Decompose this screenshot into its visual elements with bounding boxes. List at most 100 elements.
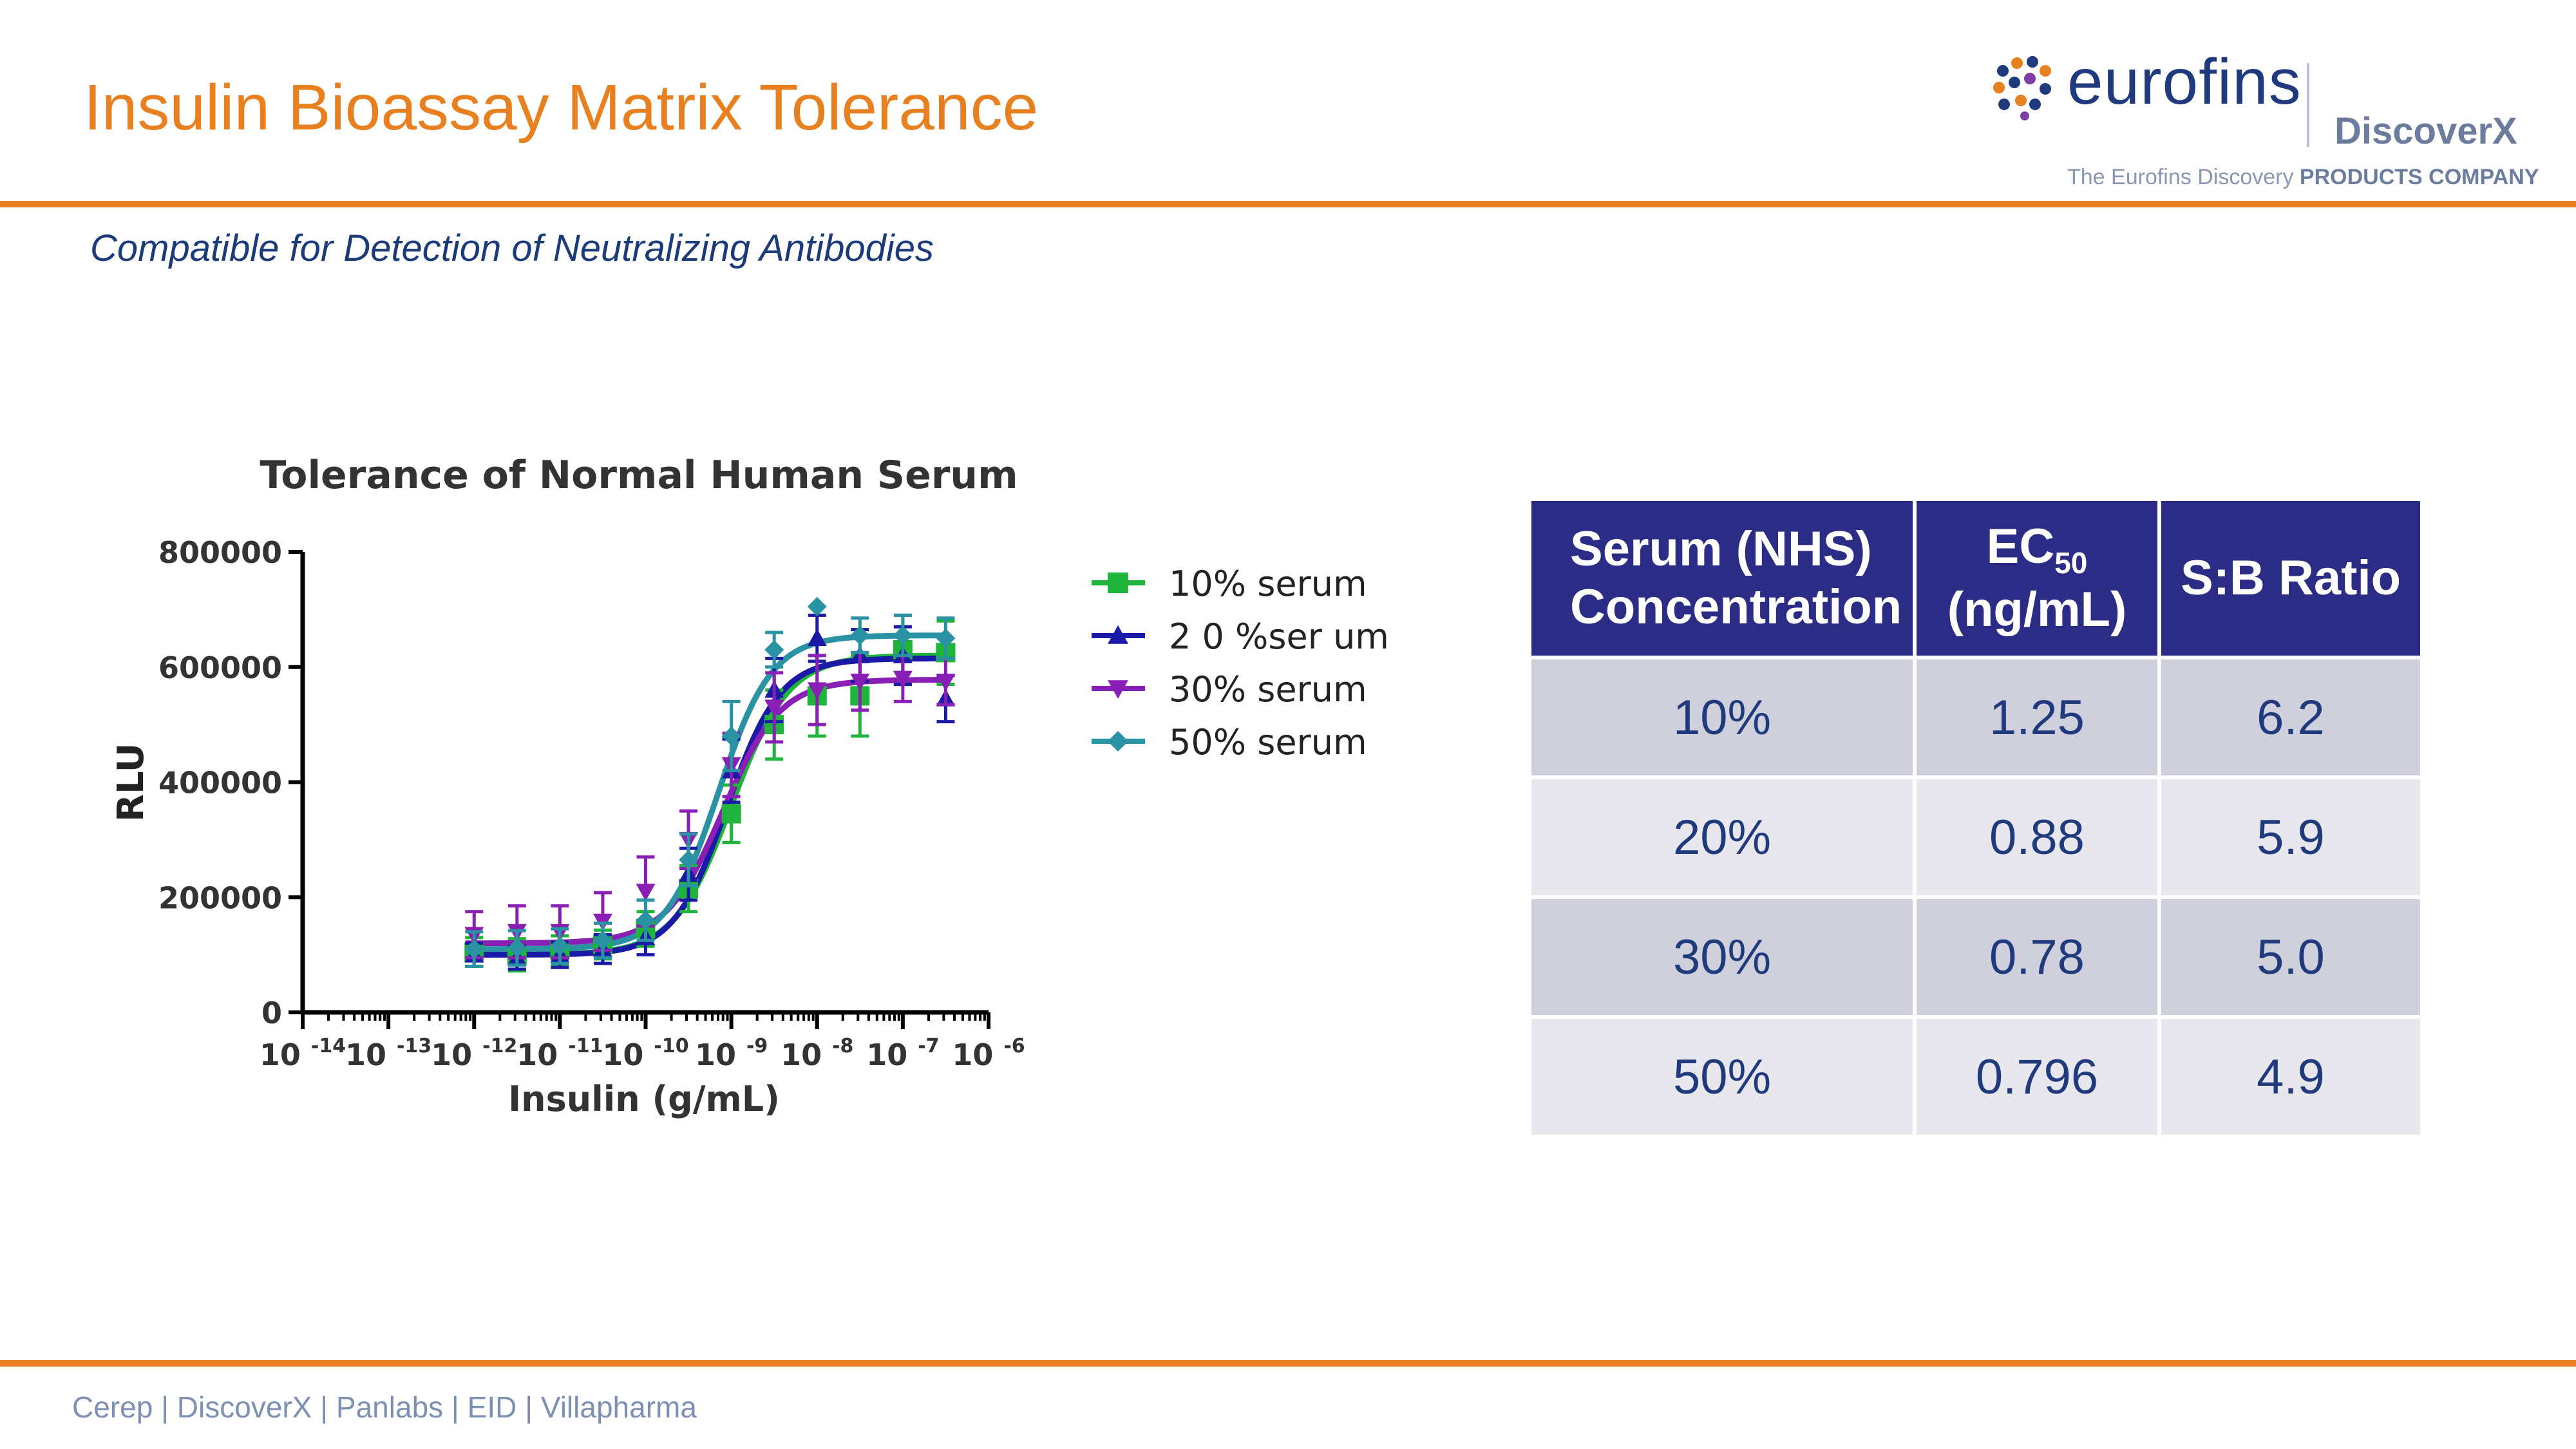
y-tick-label: 0 — [261, 996, 282, 1030]
header-ec50-unit: (ng/mL) — [1947, 582, 2127, 637]
data-point — [636, 911, 656, 930]
fit-curve — [465, 652, 951, 958]
header-rule — [0, 201, 2576, 207]
table-row: 20% 0.88 5.9 — [1528, 775, 2424, 899]
cell-ec50: 0.796 — [1913, 1015, 2161, 1139]
x-tick-label: 10 -11 — [516, 1035, 603, 1072]
fit-curve — [465, 655, 951, 958]
cell-concentration: 30% — [1528, 895, 1917, 1019]
data-point — [893, 625, 913, 645]
legend-marker — [1108, 573, 1128, 593]
cell-sb-ratio: 6.2 — [2157, 656, 2424, 779]
cell-sb-ratio: 5.0 — [2157, 895, 2424, 1019]
fit-curves — [465, 632, 951, 958]
header-ec50-main: EC — [1986, 519, 2055, 574]
fit-curve — [465, 632, 951, 952]
chart-title: Tolerance of Normal Human Serum — [260, 453, 1018, 498]
legend-label: 2 0 %ser um — [1169, 616, 1389, 657]
x-tick-exponent: -10 — [654, 1035, 688, 1057]
x-tick-label: 10 -8 — [781, 1035, 853, 1072]
slide-subtitle: Compatible for Detection of Neutralizing… — [90, 227, 934, 269]
data-point — [764, 699, 784, 717]
data-point — [636, 884, 656, 902]
x-tick-label: 10 -13 — [345, 1035, 431, 1072]
slide-title: Insulin Bioassay Matrix Tolerance — [84, 71, 1039, 144]
footer-rule — [0, 1360, 2576, 1367]
legend: 10% serum 2 0 %ser um 30% serum 50% serum — [1092, 564, 1389, 762]
header-ec50: EC50 (ng/mL) — [1913, 497, 2161, 659]
data-point — [507, 938, 527, 958]
eurofins-wordmark: eurofins — [2067, 46, 2302, 118]
cell-ec50: 0.78 — [1913, 895, 2161, 1019]
y-tick-label: 600000 — [158, 650, 282, 685]
discoverx-wordmark: DiscoverX — [2334, 110, 2517, 152]
x-tick-base: 10 — [602, 1037, 654, 1072]
series-points — [464, 650, 956, 960]
table-header-row: Serum (NHS) Concentration EC50 (ng/mL) S… — [1528, 497, 2424, 659]
fit-curve — [465, 677, 951, 947]
data-point — [850, 625, 870, 645]
y-tick-label: 200000 — [158, 880, 282, 915]
x-tick-exponent: -13 — [397, 1035, 431, 1057]
header-serum-line1: Serum (NHS) — [1570, 522, 1872, 577]
data-point — [592, 931, 612, 951]
x-tick-base: 10 — [695, 1037, 746, 1072]
table-row: 50% 0.796 4.9 — [1528, 1015, 2424, 1139]
legend-label: 30% serum — [1169, 669, 1367, 710]
eurofins-dots-icon — [1993, 56, 2051, 120]
x-tick-base: 10 — [516, 1037, 568, 1072]
cell-concentration: 20% — [1528, 775, 1917, 899]
data-point — [936, 674, 956, 692]
x-tick-exponent: -7 — [918, 1035, 939, 1057]
header-sb-ratio: S:B Ratio — [2157, 497, 2424, 659]
x-tick-label: 10 -12 — [431, 1035, 517, 1072]
footer-text: Cerep | DiscoverX | Panlabs | EID | Vill… — [72, 1390, 697, 1424]
header-serum-line2: Concentration — [1570, 580, 1902, 634]
x-tick-base: 10 — [866, 1037, 918, 1072]
x-tick-exponent: -12 — [482, 1035, 517, 1057]
data-point — [893, 670, 913, 688]
x-tick-label: 10 -9 — [695, 1035, 768, 1072]
data-point — [550, 936, 570, 956]
series-points — [464, 613, 956, 973]
cell-ec50: 1.25 — [1913, 656, 2161, 779]
series-points — [464, 613, 956, 971]
x-tick-label: 10 -6 — [952, 1035, 1025, 1072]
data-point — [764, 639, 784, 659]
y-axis-label: RLU — [110, 743, 152, 822]
data-point — [807, 629, 827, 647]
legend-marker — [1108, 731, 1128, 752]
x-tick-label: 10 -14 — [260, 1035, 346, 1072]
x-tick-base: 10 — [781, 1037, 832, 1072]
x-axis-label: Insulin (g/mL) — [508, 1079, 780, 1119]
legend-label: 50% serum — [1169, 722, 1367, 762]
series-points — [464, 596, 956, 968]
data-point — [936, 629, 956, 649]
cell-sb-ratio: 5.9 — [2157, 775, 2424, 899]
legend-marker — [1108, 625, 1128, 644]
y-tick-label: 400000 — [158, 766, 282, 800]
logo-tagline-bold: PRODUCTS COMPANY — [2299, 165, 2539, 189]
x-tick-exponent: -8 — [832, 1035, 853, 1057]
logo-tagline: The Eurofins Discovery PRODUCTS COMPANY — [2067, 165, 2539, 190]
x-tick-exponent: -14 — [311, 1035, 346, 1057]
cell-ec50: 0.88 — [1913, 775, 2161, 899]
data-point — [850, 674, 870, 692]
x-tick-base: 10 — [345, 1037, 397, 1072]
legend-label: 10% serum — [1169, 564, 1367, 604]
cell-sb-ratio: 4.9 — [2157, 1015, 2424, 1139]
table-row: 10% 1.25 6.2 — [1528, 656, 2424, 779]
header-serum-concentration: Serum (NHS) Concentration — [1528, 497, 1917, 659]
data-point — [721, 804, 741, 824]
legend-marker — [1108, 680, 1128, 699]
x-tick-exponent: -6 — [1003, 1035, 1025, 1057]
y-tick-label: 800000 — [158, 535, 282, 570]
logo-tagline-text: The Eurofins Discovery — [2067, 165, 2300, 189]
x-tick-base: 10 — [260, 1037, 311, 1072]
x-tick-label: 10 -10 — [602, 1035, 688, 1072]
x-tick-exponent: -11 — [568, 1035, 603, 1057]
data-points — [464, 596, 956, 973]
x-tick-label: 10 -7 — [866, 1035, 939, 1072]
